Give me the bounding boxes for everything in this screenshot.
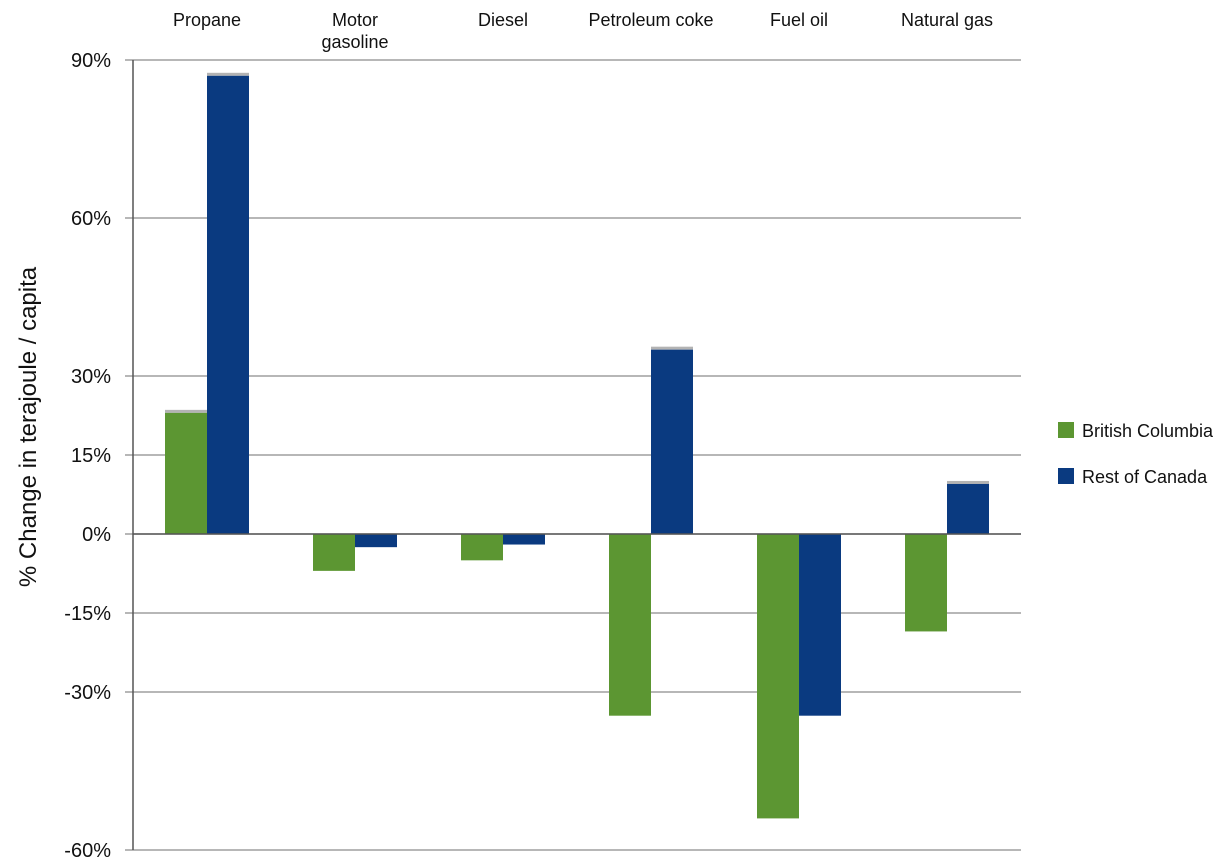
category-label: Fuel oil — [770, 10, 828, 30]
bar-rest-of-canada — [355, 534, 397, 548]
legend-label: Rest of Canada — [1082, 467, 1208, 487]
category-label: Petroleum coke — [588, 10, 713, 30]
bar-british-columbia — [461, 534, 503, 561]
bar-rest-of-canada — [503, 534, 545, 545]
y-tick-label: 90% — [71, 50, 111, 72]
y-tick-label: -30% — [64, 682, 111, 704]
category-label: Natural gas — [901, 10, 993, 30]
legend: British Columbia Rest of Canada — [1058, 421, 1214, 487]
bar-british-columbia — [905, 534, 947, 632]
category-label: Motor gasoline — [321, 10, 388, 52]
legend-swatch — [1058, 468, 1074, 484]
bar-british-columbia — [313, 534, 355, 571]
legend-swatch — [1058, 422, 1074, 438]
y-tick-label: -15% — [64, 603, 111, 625]
y-tick-label: 0% — [82, 524, 111, 546]
y-tick-labels: 90% 60% 30% 15% 0% -15% -30% -60% — [64, 50, 111, 859]
bar-british-columbia — [609, 534, 651, 716]
bars — [133, 72, 1021, 819]
category-labels: Propane Motor gasoline Diesel Petroleum coke… — [173, 10, 993, 52]
gridlines — [125, 59, 1021, 851]
bar-rest-of-canada — [799, 534, 841, 716]
bar-shadow — [207, 72, 249, 76]
y-tick-label: -60% — [64, 840, 111, 859]
category-label: Diesel — [478, 10, 528, 30]
bar-rest-of-canada — [651, 349, 693, 534]
legend-label: British Columbia — [1082, 421, 1214, 441]
y-tick-label: 60% — [71, 208, 111, 230]
bar-british-columbia — [165, 412, 207, 534]
category-label: Propane — [173, 10, 241, 30]
bar-shadow — [947, 480, 989, 484]
bar-rest-of-canada — [947, 483, 989, 534]
bar-british-columbia — [757, 534, 799, 819]
bar-shadow — [651, 346, 693, 350]
bar-rest-of-canada — [207, 75, 249, 535]
y-tick-label: 15% — [71, 445, 111, 467]
bar-shadow — [165, 409, 207, 413]
y-tick-label: 30% — [71, 366, 111, 388]
y-axis-title: % Change in terajoule / capita — [15, 266, 42, 587]
